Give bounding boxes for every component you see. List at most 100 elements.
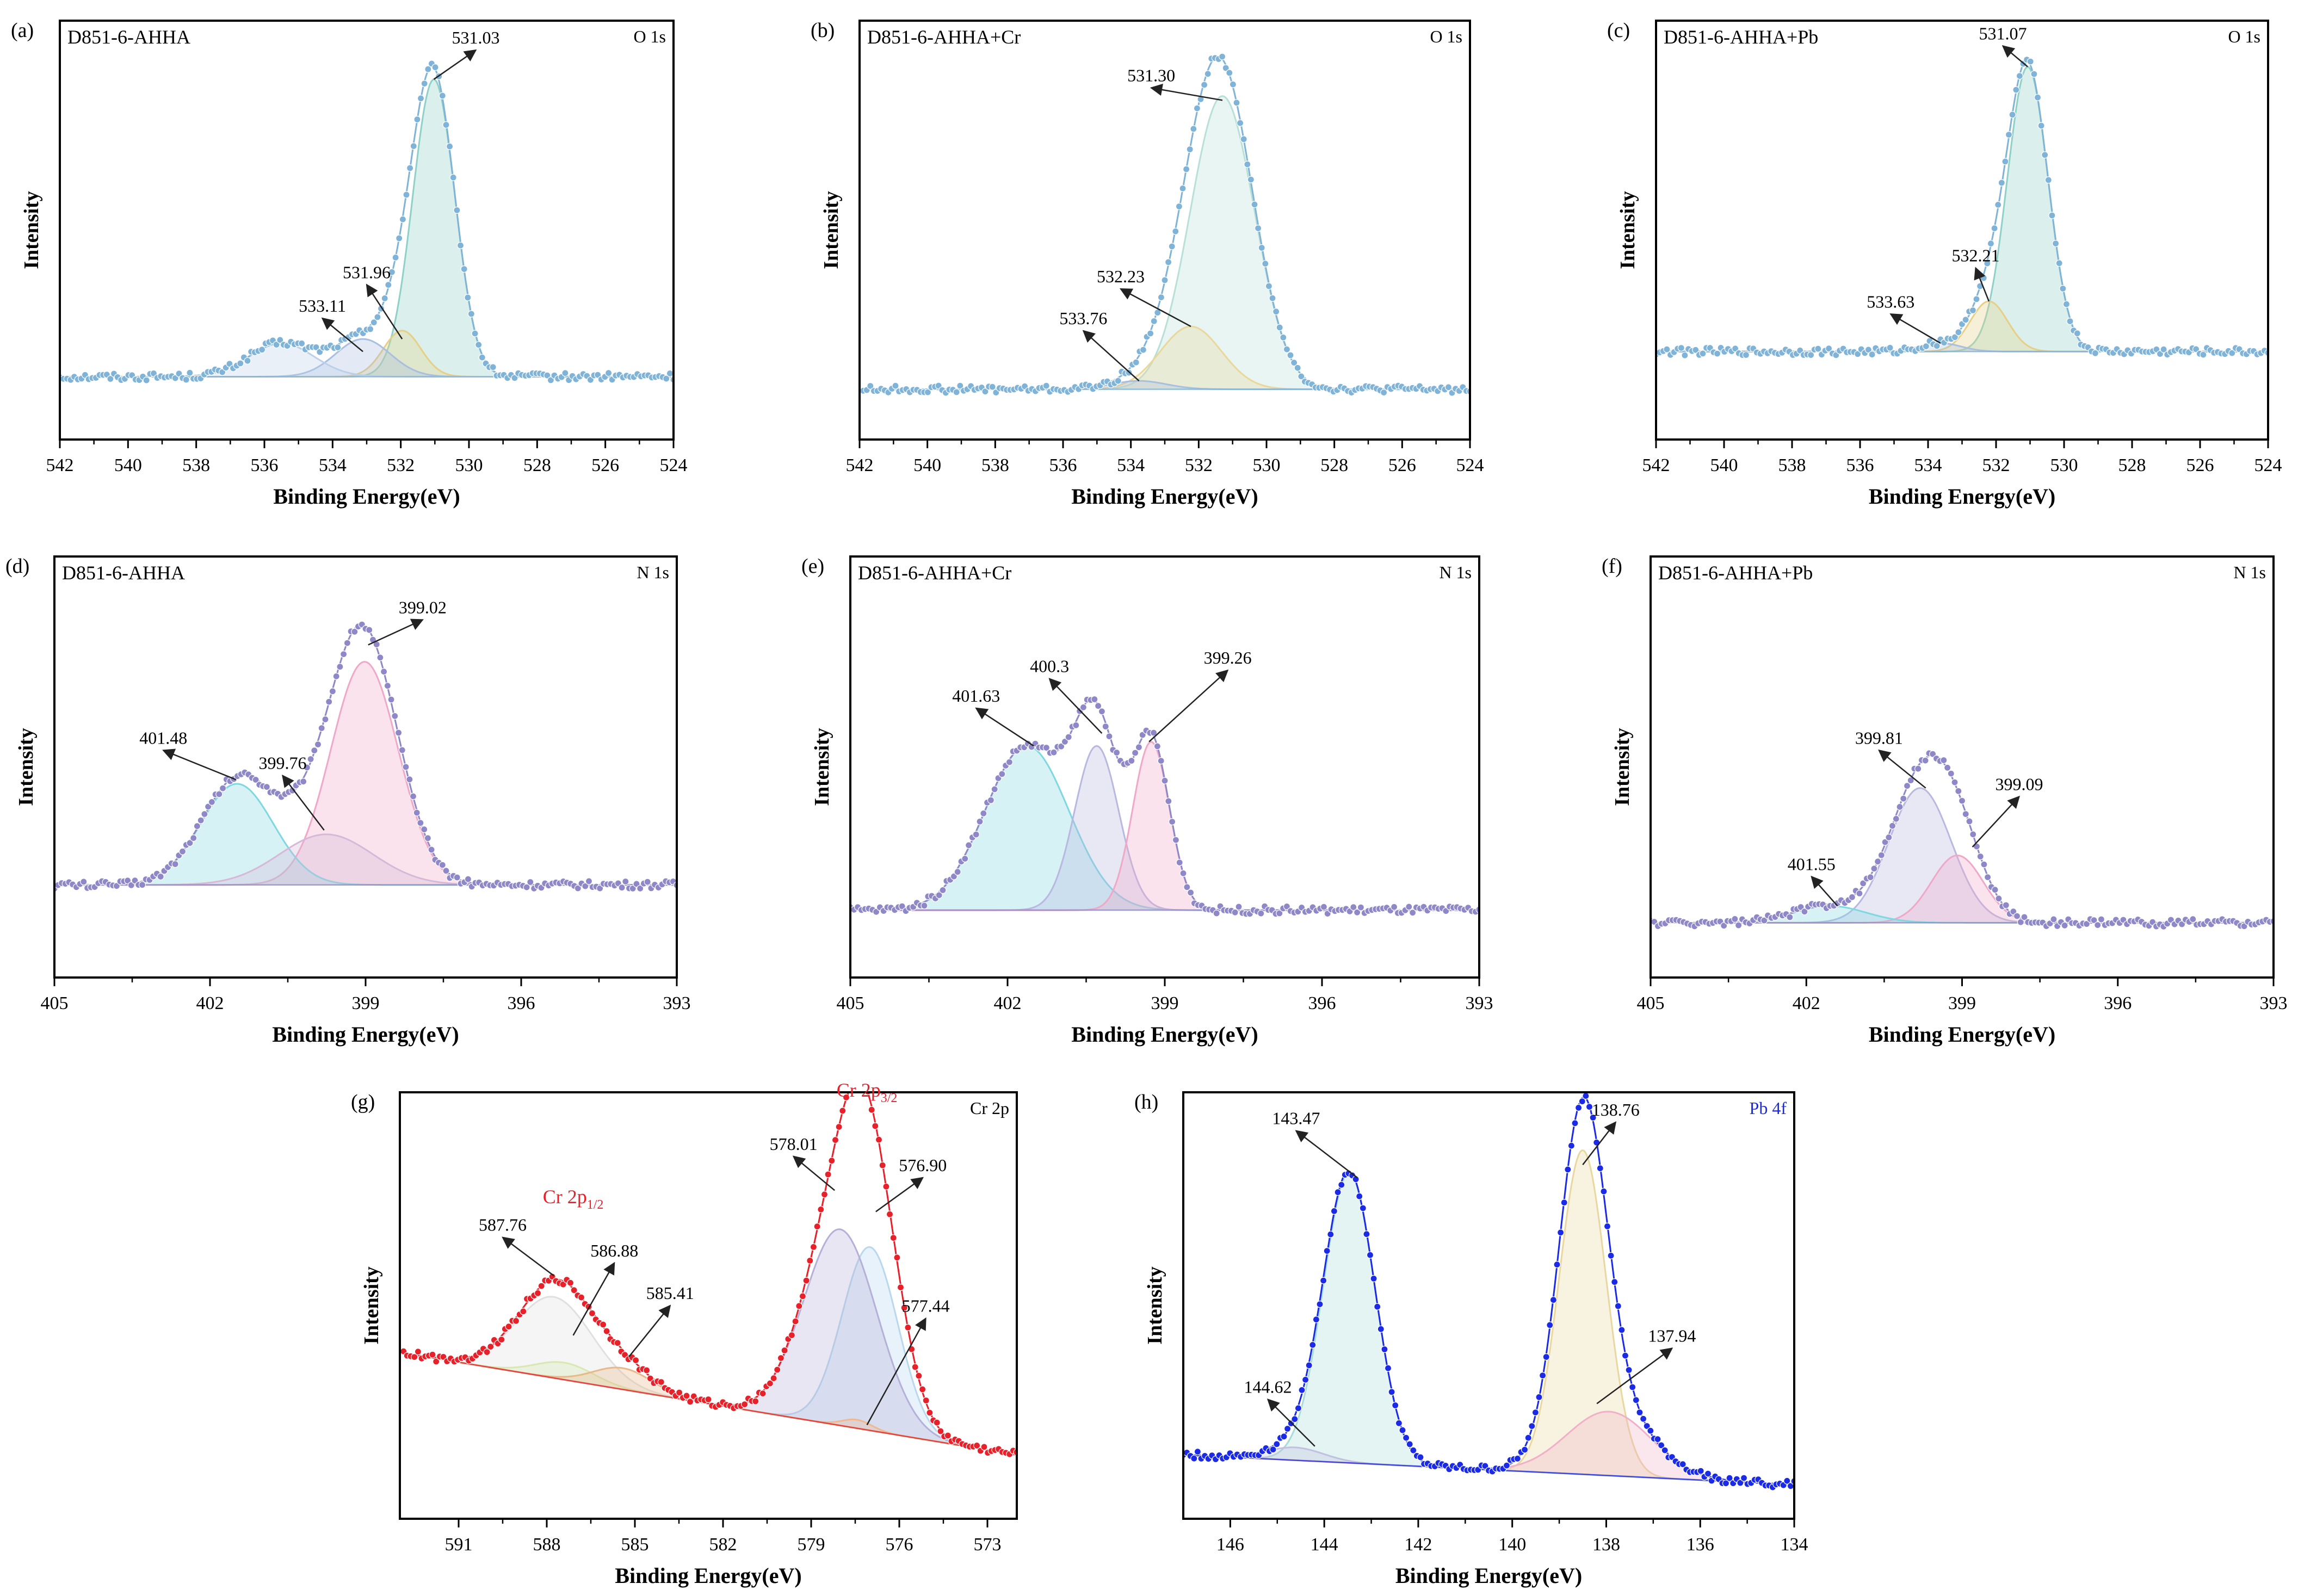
data-point — [1201, 81, 1208, 89]
data-point — [924, 388, 932, 396]
data-point — [872, 908, 880, 915]
peak-annotation: 531.07 — [1979, 24, 2027, 44]
data-point — [1825, 345, 1833, 352]
data-point — [449, 174, 457, 181]
data-point — [303, 764, 311, 771]
data-point — [759, 1390, 767, 1397]
data-point — [766, 1380, 774, 1387]
data-point — [2037, 122, 2045, 129]
x-tick-label: 526 — [591, 455, 619, 475]
data-point — [1057, 743, 1065, 750]
x-tick-label: 532 — [1982, 455, 2010, 475]
data-point — [892, 382, 899, 389]
component-fill-f-0 — [1651, 788, 2274, 923]
peak-annotation: 532.21 — [1952, 246, 2000, 265]
spin-orbit-label: Cr 2p3/2 — [837, 1079, 898, 1105]
data-point — [618, 884, 626, 892]
data-point — [1881, 838, 1889, 846]
data-point — [1165, 258, 1172, 266]
data-point — [1737, 1479, 1744, 1487]
x-tick-label: 540 — [1710, 455, 1738, 475]
data-point — [1168, 243, 1176, 250]
plot-area-d — [54, 621, 677, 893]
data-point — [2178, 920, 2186, 928]
data-point — [1132, 358, 1140, 366]
data-point — [2228, 349, 2236, 357]
data-point — [429, 1351, 436, 1358]
x-tick-label: 585 — [621, 1535, 649, 1555]
data-point — [538, 1282, 545, 1290]
data-point — [487, 1343, 495, 1351]
data-point — [2017, 918, 2024, 926]
data-point — [1951, 333, 1959, 341]
data-point — [1294, 1405, 1302, 1412]
x-tick-label: 536 — [1049, 455, 1077, 475]
plot-area-c — [1656, 56, 2268, 359]
data-point — [926, 1409, 934, 1416]
data-point — [409, 793, 417, 800]
x-tick-label: 146 — [1216, 1535, 1244, 1555]
data-point — [1287, 351, 1294, 359]
component-line-h-0 — [1183, 1172, 1794, 1486]
data-point — [1618, 1326, 1626, 1334]
data-point — [387, 696, 395, 703]
data-point — [1951, 778, 1959, 786]
peak-annotation: 399.81 — [1855, 728, 1903, 747]
data-point — [1542, 1353, 1550, 1361]
sample-title: D851-6-AHHA+Pb — [1664, 26, 1818, 48]
data-point — [329, 688, 337, 695]
data-point — [186, 839, 194, 847]
x-axis-label: Binding Energy(eV) — [1395, 1563, 1582, 1588]
peak-annotation: 399.02 — [399, 597, 447, 617]
panel-e: 405 402 399 396 393 Binding Energy(eV) Intensi… — [801, 555, 1493, 1047]
data-point — [1760, 917, 1768, 924]
data-point — [1309, 1341, 1317, 1348]
peak-annotation: 532.23 — [1097, 267, 1145, 286]
x-tick-label: 542 — [46, 455, 74, 475]
data-point — [1172, 836, 1179, 844]
plot-frame-c — [1655, 20, 2269, 441]
data-point — [1334, 1189, 1342, 1196]
data-point — [1094, 702, 1102, 710]
data-point — [1179, 869, 1187, 877]
x-tick-label: 573 — [974, 1535, 1002, 1555]
plot-area-e — [850, 695, 1479, 918]
data-point — [366, 325, 374, 333]
data-point — [1233, 99, 1240, 107]
data-point — [933, 1419, 941, 1426]
data-point — [561, 369, 569, 377]
data-point — [1976, 852, 1984, 861]
data-point — [991, 785, 998, 793]
annotation-arrow — [433, 49, 477, 80]
peak-annotation: 144.62 — [1244, 1377, 1292, 1397]
data-point — [1381, 1345, 1388, 1353]
component-fill-b-2 — [860, 381, 1470, 389]
data-point — [1607, 1252, 1615, 1259]
data-point — [915, 1372, 923, 1380]
sample-title: D851-6-AHHA+Cr — [858, 562, 1011, 584]
peak-annotation: 399.09 — [1995, 774, 2043, 794]
data-point — [820, 1191, 829, 1198]
data-point — [263, 783, 270, 791]
data-point — [1692, 346, 1700, 354]
data-point — [1726, 1474, 1733, 1482]
data-point — [981, 388, 989, 395]
data-point — [897, 1284, 905, 1291]
data-point — [1370, 1275, 1377, 1283]
data-point — [1848, 893, 1856, 901]
data-point — [370, 319, 378, 326]
data-point — [1219, 53, 1226, 60]
data-point — [1409, 909, 1417, 917]
data-point — [1947, 770, 1955, 777]
data-point — [1354, 908, 1361, 916]
data-point — [498, 1336, 505, 1344]
peak-annotation: 578.01 — [770, 1134, 818, 1154]
region-label: N 1s — [2233, 562, 2266, 582]
region-label: Cr 2p — [970, 1098, 1009, 1118]
data-point — [950, 873, 958, 880]
data-point — [1356, 1192, 1363, 1200]
data-point — [1786, 913, 1794, 921]
data-point — [2160, 345, 2167, 353]
data-point — [1072, 721, 1080, 729]
data-point — [1994, 201, 2002, 208]
